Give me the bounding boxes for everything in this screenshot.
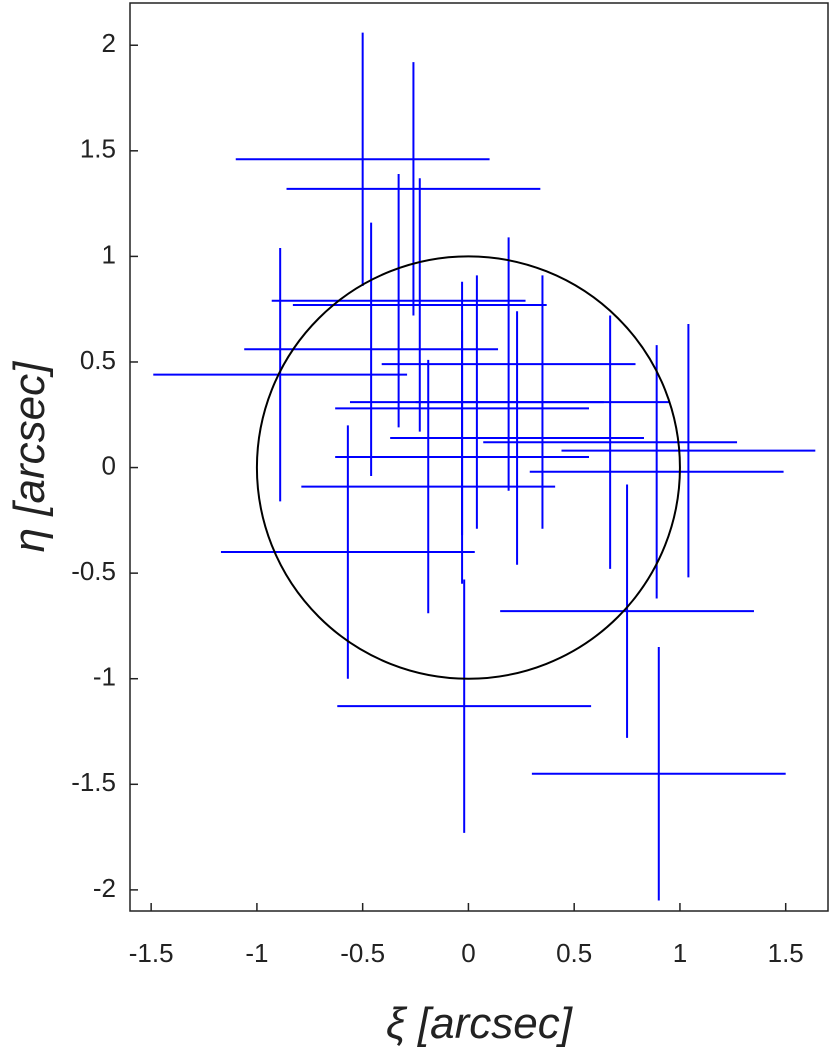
y-tick-label: 2: [102, 28, 116, 58]
x-axis-label: ξ [arcsec]: [386, 999, 574, 1048]
x-tick-label: -0.5: [340, 938, 385, 968]
x-tick-label: -1: [245, 938, 268, 968]
x-tick-label: 0.5: [556, 938, 592, 968]
x-tick-label: -1.5: [129, 938, 174, 968]
y-axis-label: η [arcsec]: [5, 360, 54, 552]
y-tick-label: -1.5: [71, 767, 116, 797]
y-tick-label: -2: [93, 873, 116, 903]
y-tick-label: 0: [102, 450, 116, 480]
x-tick-label: 1.5: [768, 938, 804, 968]
x-tick-label: 0: [461, 938, 475, 968]
reference-circle: [255, 255, 681, 680]
y-tick-label: -1: [93, 662, 116, 692]
plot-frame: [129, 2, 829, 912]
x-tick-label: 1: [673, 938, 687, 968]
y-tick-label: 0.5: [80, 345, 116, 375]
y-tick-label: -0.5: [71, 556, 116, 586]
y-tick-label: 1.5: [80, 134, 116, 164]
y-tick-label: 1: [102, 239, 116, 269]
